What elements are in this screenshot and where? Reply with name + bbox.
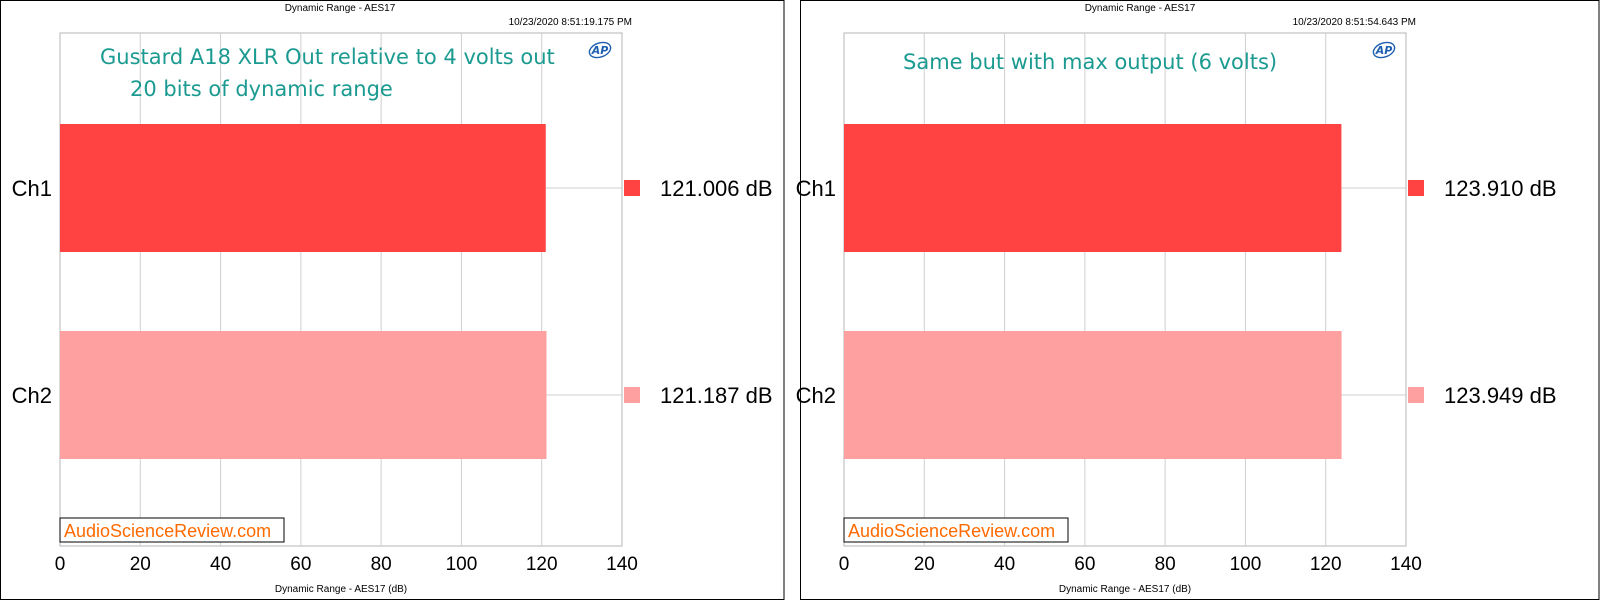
chart-title: Dynamic Range - AES17 [285,3,396,14]
x-axis-label: Dynamic Range - AES17 (dB) [275,584,407,595]
bar-ch1 [60,124,546,252]
chart-panel-2: Dynamic Range - AES17 10/23/2020 8:51:54.… [796,0,1600,600]
value-label: 121.006 dB [660,176,773,201]
value-label: 121.187 dB [660,383,773,408]
watermark-text: AudioScienceReview.com [848,521,1055,541]
ap-logo-icon: AP [1372,41,1396,59]
chart-timestamp: 10/23/2020 8:51:19.175 PM [509,17,632,28]
x-tick-label: 20 [130,554,151,575]
x-tick-label: 40 [994,554,1015,575]
x-tick-label: 60 [1074,554,1095,575]
category-label: Ch1 [796,176,836,201]
bar-ch2 [844,331,1342,459]
watermark: AudioScienceReview.com [59,517,285,543]
value-marker [624,180,640,196]
logo-text: AP [591,44,609,57]
x-tick-label: 120 [1310,554,1342,575]
chart-timestamp: 10/23/2020 8:51:54.643 PM [1293,17,1416,28]
x-tick-label: 0 [55,554,66,575]
logo-text: AP [1375,44,1393,57]
chart-panel-1: Dynamic Range - AES17 10/23/2020 8:51:19.… [0,0,785,600]
x-tick-label: 140 [1390,554,1422,575]
x-tick-label: 100 [446,554,478,575]
value-label: 123.949 dB [1444,383,1557,408]
plot-area [843,32,1407,547]
category-label: Ch2 [796,383,836,408]
ap-logo-icon: AP [588,41,612,59]
x-tick-label: 140 [606,554,638,575]
x-tick-label: 80 [371,554,392,575]
logo-swoosh [588,41,612,59]
watermark-box [59,517,285,543]
x-tick-label: 120 [526,554,558,575]
plot-area [59,32,623,547]
logo-swoosh [1372,41,1396,59]
value-marker [1408,387,1424,403]
value-marker [624,387,640,403]
x-tick-label: 20 [914,554,935,575]
annotation-line-1: Same but with max output (6 volts) [903,50,1277,74]
x-tick-label: 40 [210,554,231,575]
value-label: 123.910 dB [1444,176,1557,201]
value-marker [1408,180,1424,196]
x-tick-label: 0 [839,554,850,575]
x-tick-label: 100 [1230,554,1262,575]
category-label: Ch1 [12,176,52,201]
bar-ch1 [844,124,1342,252]
x-tick-label: 80 [1155,554,1176,575]
watermark: AudioScienceReview.com [843,517,1069,543]
annotation-line-2: 20 bits of dynamic range [130,77,393,101]
chart-title: Dynamic Range - AES17 [1085,3,1196,14]
annotation-line-1: Gustard A18 XLR Out relative to 4 volts … [100,45,555,69]
bar-ch2 [60,331,547,459]
category-label: Ch2 [12,383,52,408]
watermark-text: AudioScienceReview.com [64,521,271,541]
watermark-box [843,517,1069,543]
x-tick-label: 60 [290,554,311,575]
x-axis-label: Dynamic Range - AES17 (dB) [1059,584,1191,595]
